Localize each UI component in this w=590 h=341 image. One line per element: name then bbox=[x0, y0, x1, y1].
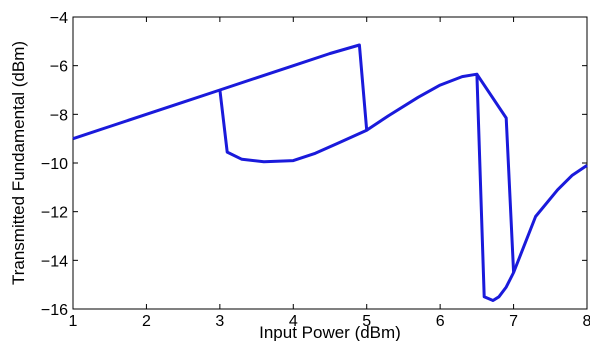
y-tick-label: −10 bbox=[41, 156, 68, 173]
x-tick-label: 6 bbox=[436, 313, 445, 330]
y-tick-label: −6 bbox=[50, 59, 68, 76]
series-line-1 bbox=[218, 72, 588, 302]
x-tick-label: 8 bbox=[583, 313, 590, 330]
y-tick-label: −16 bbox=[41, 302, 68, 319]
x-tick-label: 7 bbox=[509, 313, 518, 330]
x-tick-label: 2 bbox=[142, 313, 151, 330]
x-tick-label: 5 bbox=[362, 313, 371, 330]
y-tick-label: −12 bbox=[41, 205, 68, 222]
y-tick-label: −14 bbox=[41, 253, 68, 270]
y-tick-label: −4 bbox=[50, 10, 68, 27]
data-curves bbox=[72, 43, 588, 302]
x-tick-label: 1 bbox=[69, 313, 78, 330]
x-axis-ticks: 1 2 3 4 5 6 7 8 bbox=[69, 17, 590, 330]
y-tick-label: −8 bbox=[50, 107, 68, 124]
y-axis-ticks: −16 −14 −12 −10 −8 −6 −4 bbox=[41, 10, 587, 319]
series-line-0 bbox=[72, 43, 369, 141]
plot-frame bbox=[72, 16, 588, 310]
y-axis-label: Transmitted Fundamental (dBm) bbox=[9, 41, 28, 285]
x-tick-label: 4 bbox=[289, 313, 298, 330]
x-axis-label: Input Power (dBm) bbox=[259, 323, 401, 341]
x-tick-label: 3 bbox=[215, 313, 224, 330]
series-line-2 bbox=[475, 73, 516, 273]
